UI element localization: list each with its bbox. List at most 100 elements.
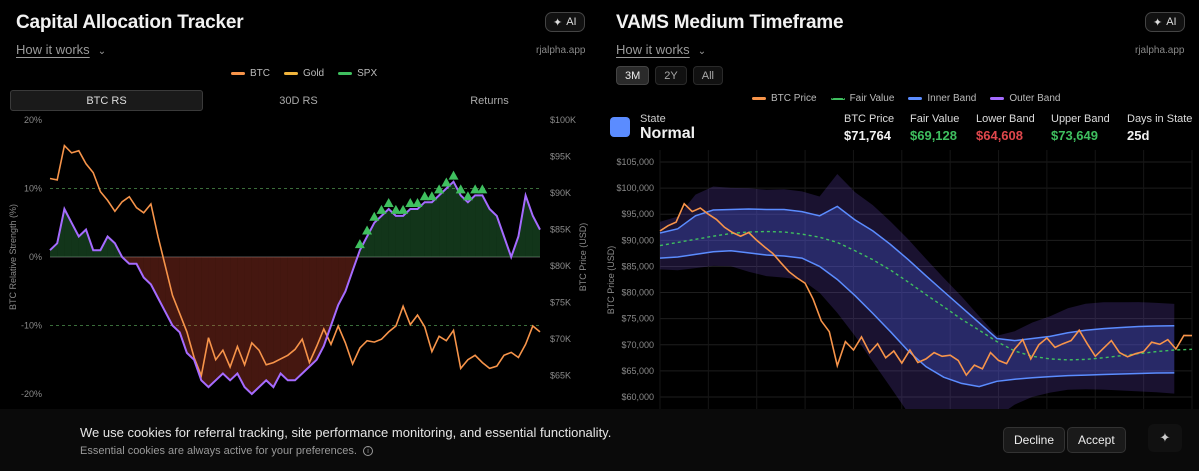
cookie-banner: We use cookies for referral tracking, si… (0, 409, 1199, 471)
stat-value: $69,128 (910, 128, 957, 143)
cookie-message: We use cookies for referral tracking, si… (80, 425, 612, 440)
y-tick-label: $90,000 (621, 235, 654, 245)
inner-band-upper-line (659, 205, 1175, 342)
positive-fill (374, 215, 382, 257)
negative-fill (273, 257, 281, 388)
decline-button[interactable]: Decline (1003, 427, 1066, 453)
chevron-down-icon: ⌄ (697, 46, 707, 57)
negative-fill (309, 257, 317, 367)
negative-fill (201, 257, 209, 388)
y-tick-label: $75,000 (621, 314, 654, 324)
y-tick-label: 20% (24, 115, 42, 125)
tab-btc-rs[interactable]: BTC RS (10, 90, 203, 111)
legend-swatch (830, 97, 845, 100)
legend-label: Fair Value (849, 93, 895, 104)
negative-fill (251, 257, 259, 394)
legend-item-gold[interactable]: Gold (284, 68, 324, 79)
negative-fill (323, 257, 332, 347)
negative-fill (237, 257, 245, 388)
positive-fill (410, 209, 418, 257)
y2-tick-label: $95K (550, 152, 571, 162)
negative-fill (287, 257, 295, 381)
spx-signal-marker (434, 184, 445, 194)
stat-value: $73,649 (1051, 128, 1098, 143)
accept-button[interactable]: Accept (1067, 427, 1126, 453)
btc-rs-chart[interactable]: 20% 10% 0% -10% -20% $100K $95K $90K $85K $80K $75… (0, 112, 594, 409)
spx-signal-marker (426, 191, 437, 201)
legend-item-outer-band[interactable]: Outer Band (990, 93, 1061, 104)
how-it-works-label: How it works (16, 42, 90, 57)
range-2y-button[interactable]: 2Y (655, 66, 687, 85)
negative-fill (179, 257, 187, 353)
negative-fill (143, 257, 151, 285)
spx-signal-marker (369, 211, 380, 221)
y-tick-label: -10% (21, 321, 42, 331)
y2-tick-label: $65K (550, 371, 571, 381)
stat-label: Upper Band (1051, 113, 1110, 125)
stat-lower-band: Lower Band $64,608 (976, 113, 1035, 143)
spx-signal-marker (354, 239, 365, 249)
btc-price-line (49, 143, 541, 379)
btc-price-line (659, 202, 1193, 377)
how-it-works-link[interactable]: How it works ⌄ (616, 42, 706, 57)
negative-fill (150, 257, 159, 299)
vams-panel: VAMS Medium Timeframe ✦ AI How it works ⌄… (600, 0, 1199, 471)
spx-signal-marker (462, 191, 473, 201)
positive-fill (482, 195, 490, 257)
spx-signal-marker (376, 204, 387, 214)
assistant-sparkle-button[interactable]: ✦ (1148, 424, 1182, 452)
positive-fill (439, 188, 447, 257)
y-tick-label: $80,000 (621, 288, 654, 298)
vams-chart[interactable]: $105,000 $100,000 $95,000 $90,000 $85,000 $80… (600, 150, 1199, 409)
y2-tick-label: $85K (550, 225, 571, 235)
stat-upper-band: Upper Band $73,649 (1051, 113, 1110, 143)
legend-label: Gold (303, 68, 325, 79)
how-it-works-link[interactable]: How it works ⌄ (16, 42, 106, 57)
y2-axis-title: BTC Price (USD) (578, 223, 588, 292)
legend-swatch (990, 97, 1005, 100)
negative-fill (186, 257, 195, 360)
negative-fill (266, 257, 274, 388)
positive-fill (460, 195, 468, 257)
spx-signal-marker (390, 204, 401, 214)
outer-band-fill (660, 174, 1175, 409)
spx-signal-marker (412, 198, 423, 208)
negative-fill (244, 257, 252, 394)
site-label: rjalpha.app (536, 45, 586, 56)
positive-fill (107, 236, 115, 257)
legend-swatch (338, 72, 353, 75)
stat-label: Fair Value (910, 113, 960, 125)
legend-swatch (752, 97, 766, 100)
negative-fill (280, 257, 288, 381)
positive-fill (381, 209, 389, 257)
spx-signal-marker (470, 184, 481, 194)
cookie-subtext: Essential cookies are always active for … (80, 445, 373, 457)
legend-item-fair-value[interactable]: Fair Value (830, 93, 895, 104)
spx-signal-marker (455, 184, 466, 194)
tab-returns[interactable]: Returns (470, 94, 509, 107)
legend-item-btc-price[interactable]: BTC Price (752, 93, 817, 104)
legend-item-inner-band[interactable]: Inner Band (908, 93, 976, 104)
range-3m-button[interactable]: 3M (616, 66, 650, 85)
y-tick-label: $105,000 (616, 157, 654, 167)
positive-fill (431, 195, 440, 257)
positive-fill (417, 202, 425, 257)
range-all-button[interactable]: All (692, 66, 723, 85)
info-icon[interactable]: i (362, 446, 373, 456)
legend-label: BTC (250, 68, 270, 79)
legend-item-btc[interactable]: BTC (231, 68, 270, 79)
negative-fill (172, 257, 180, 333)
spx-signal-marker (419, 191, 430, 201)
tab-30d-rs[interactable]: 30D RS (279, 94, 318, 107)
ai-button[interactable]: ✦ AI (1145, 12, 1185, 32)
sparkle-icon: ✦ (553, 16, 563, 29)
positive-fill (532, 215, 540, 257)
spx-signal-marker (448, 170, 459, 180)
legend-item-spx[interactable]: SPX (338, 68, 377, 79)
legend-swatch (284, 72, 298, 75)
y-tick-label: $95,000 (621, 209, 654, 219)
y2-tick-label: $100K (550, 115, 576, 125)
positive-fill (395, 215, 404, 257)
panel-title: Capital Allocation Tracker (16, 12, 244, 33)
ai-button[interactable]: ✦ AI (545, 12, 585, 32)
